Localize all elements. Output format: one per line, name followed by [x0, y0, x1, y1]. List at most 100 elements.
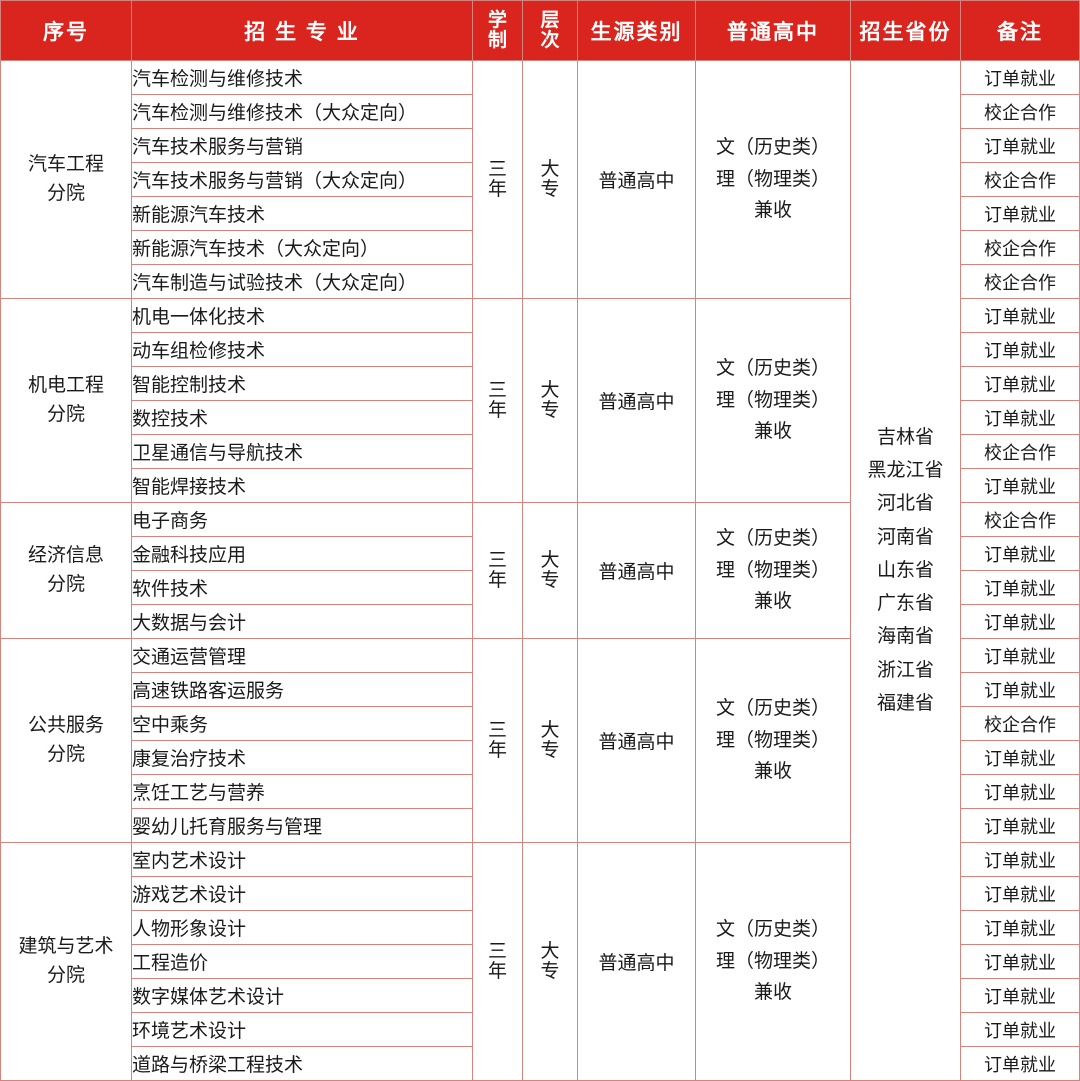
remark-cell: 校企合作: [960, 434, 1080, 469]
highschool-cell: 文（历史类） 理（物理类） 兼收: [695, 298, 851, 503]
table-row: 人物形象设计 订单就业: [1, 910, 1080, 945]
province-cell: 吉林省 黑龙江省 河北省 河南省 山东省 广东省 海南省 浙江省 福建省: [850, 60, 961, 1081]
remark-cell: 订单就业: [960, 60, 1080, 95]
major-cell: 数控技术: [131, 400, 473, 435]
highschool-line: 文（历史类）: [715, 137, 830, 159]
major-cell: 数字媒体艺术设计: [131, 978, 473, 1013]
remark-cell: 订单就业: [960, 366, 1080, 401]
source-cell: 普通高中: [577, 298, 696, 503]
duration-cell: 三年: [472, 298, 523, 503]
remark-cell: 订单就业: [960, 570, 1080, 605]
level-cell: 大专: [522, 298, 578, 503]
table-row: 新能源汽车技术 订单就业: [1, 196, 1080, 231]
remark-cell: 订单就业: [960, 638, 1080, 673]
major-cell: 游戏艺术设计: [131, 876, 473, 911]
source-cell: 普通高中: [577, 60, 696, 299]
remark-cell: 订单就业: [960, 944, 1080, 979]
remark-cell: 订单就业: [960, 842, 1080, 877]
department-line: 建筑与艺术: [18, 936, 114, 957]
highschool-line: 兼收: [753, 591, 792, 613]
remark-cell: 校企合作: [960, 264, 1080, 299]
table-row: 金融科技应用 订单就业: [1, 536, 1080, 571]
highschool-line: 兼收: [753, 761, 792, 783]
level-char: 专: [540, 569, 560, 591]
major-cell: 室内艺术设计: [131, 842, 473, 877]
remark-cell: 订单就业: [960, 1046, 1080, 1081]
table-row: 软件技术 订单就业: [1, 570, 1080, 605]
major-cell: 动车组检修技术: [131, 332, 473, 367]
duration-cell: 三年: [472, 842, 523, 1081]
department-line: 机电工程: [27, 375, 104, 396]
column-header-highschool: 普通高中: [695, 0, 851, 61]
source-cell: 普通高中: [577, 842, 696, 1081]
duration-char: 年: [487, 399, 507, 421]
major-cell: 软件技术: [131, 570, 473, 605]
major-cell: 汽车检测与维修技术（大众定向）: [131, 94, 473, 129]
remark-cell: 校企合作: [960, 706, 1080, 741]
major-cell: 烹饪工艺与营养: [131, 774, 473, 809]
department-line: 经济信息: [27, 545, 104, 566]
table-row: 新能源汽车技术（大众定向） 校企合作: [1, 230, 1080, 265]
province-item: 河南省: [876, 526, 934, 548]
table-header: 序号 招 生 专 业 学 制 层 次 生源类别 普通高中 招生省份 备注: [0, 0, 1080, 61]
major-cell: 汽车制造与试验技术（大众定向）: [131, 264, 473, 299]
department-line: 分院: [46, 964, 85, 986]
duration-char: 年: [487, 739, 507, 761]
remark-cell: 校企合作: [960, 94, 1080, 129]
remark-cell: 订单就业: [960, 1012, 1080, 1047]
level-char: 大: [540, 719, 560, 741]
major-cell: 汽车技术服务与营销（大众定向）: [131, 162, 473, 197]
highschool-cell: 文（历史类） 理（物理类） 兼收: [695, 842, 851, 1081]
table-body: 汽车工程 分院 汽车检测与维修技术三年大专普通高中 文（历史类） 理（物理类） 兼收 吉林省…: [0, 60, 1080, 1081]
department-line: 汽车工程: [27, 154, 104, 175]
highschool-cell: 文（历史类） 理（物理类） 兼收: [695, 638, 851, 843]
remark-cell: 订单就业: [960, 332, 1080, 367]
highschool-line: 理（物理类）: [715, 729, 830, 751]
level-cell: 大专: [522, 842, 578, 1081]
department-cell: 机电工程 分院: [0, 298, 132, 503]
major-cell: 人物形象设计: [131, 910, 473, 945]
duration-cell: 三年: [472, 60, 523, 299]
province-item: 福建省: [876, 692, 934, 714]
header-char: 次: [540, 29, 560, 51]
department-line: 公共服务: [27, 715, 104, 736]
table-row: 烹饪工艺与营养 订单就业: [1, 774, 1080, 809]
table-row: 汽车工程 分院 汽车检测与维修技术三年大专普通高中 文（历史类） 理（物理类） 兼收 吉林省…: [0, 60, 1080, 1081]
level-char: 专: [540, 399, 560, 421]
remark-cell: 订单就业: [960, 536, 1080, 571]
remark-cell: 校企合作: [960, 230, 1080, 265]
province-item: 黑龙江省: [867, 460, 944, 482]
duration-char: 年: [487, 569, 507, 591]
level-char: 大: [540, 158, 560, 180]
department-line: 分院: [46, 743, 85, 765]
major-cell: 康复治疗技术: [131, 740, 473, 775]
highschool-line: 理（物理类）: [715, 559, 830, 581]
department-cell: 公共服务 分院: [0, 638, 132, 843]
major-cell: 新能源汽车技术: [131, 196, 473, 231]
remark-cell: 订单就业: [960, 740, 1080, 775]
major-cell: 智能控制技术: [131, 366, 473, 401]
province-item: 海南省: [876, 626, 934, 648]
remark-cell: 订单就业: [960, 672, 1080, 707]
province-item: 吉林省: [876, 426, 934, 448]
level-char: 大: [540, 379, 560, 401]
column-header-major: 招 生 专 业: [131, 0, 473, 61]
remark-cell: 订单就业: [960, 910, 1080, 945]
major-cell: 空中乘务: [131, 706, 473, 741]
highschool-cell: 文（历史类） 理（物理类） 兼收: [695, 60, 851, 299]
column-header-index: 序号: [0, 0, 132, 61]
table-row: 大数据与会计 订单就业: [1, 604, 1080, 639]
major-cell: 新能源汽车技术（大众定向）: [131, 230, 473, 265]
major-cell: 婴幼儿托育服务与管理: [131, 808, 473, 843]
table-row: 工程造价 订单就业: [1, 944, 1080, 979]
table-row: 汽车检测与维修技术（大众定向） 校企合作: [1, 94, 1080, 129]
highschool-cell: 文（历史类） 理（物理类） 兼收: [695, 502, 851, 639]
table-row: 环境艺术设计 订单就业: [1, 1012, 1080, 1047]
province-item: 广东省: [876, 593, 934, 615]
table-row: 智能焊接技术 订单就业: [1, 468, 1080, 503]
table-row: 高速铁路客运服务 订单就业: [1, 672, 1080, 707]
duration-cell: 三年: [472, 502, 523, 639]
remark-cell: 校企合作: [960, 502, 1080, 537]
header-char: 层: [540, 10, 560, 32]
table-row: 智能控制技术 订单就业: [1, 366, 1080, 401]
